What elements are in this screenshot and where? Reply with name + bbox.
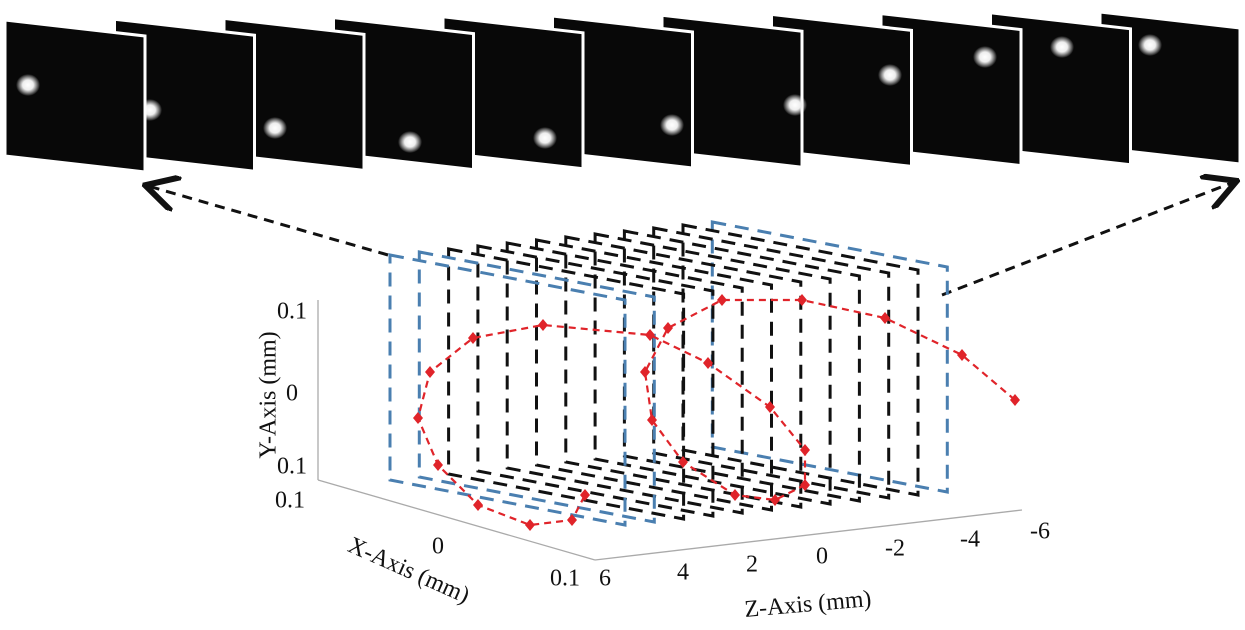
slice-frames: [388, 220, 949, 527]
trajectory-marker: [800, 479, 810, 491]
trajectory-marker: [730, 489, 740, 501]
trajectory: [413, 294, 1020, 531]
x-axis-label: X-Axis (mm): [344, 532, 473, 609]
z-tick-label: 0: [816, 544, 828, 570]
bright-spot: [263, 117, 287, 139]
trajectory-marker: [703, 357, 713, 369]
bright-spot: [398, 131, 422, 153]
z-tick-label: -6: [1030, 519, 1050, 545]
slice-frame: [593, 232, 832, 506]
trajectory-marker: [468, 332, 478, 344]
x-tick-label: 0: [432, 534, 444, 560]
slice-frame: [622, 229, 861, 503]
trajectory-marker: [525, 519, 535, 531]
trajectory-marker: [880, 312, 890, 324]
bright-spot: [973, 46, 997, 68]
bright-spot: [1050, 36, 1074, 58]
trajectory-marker: [765, 401, 775, 413]
x-tick-label: 0.1: [550, 566, 580, 592]
z-tick-label: 4: [677, 560, 689, 586]
slice-frame: [652, 226, 891, 500]
y-axis-label: Y-Axis (mm): [256, 331, 282, 458]
trajectory-marker: [800, 444, 810, 456]
arrow-left: [148, 186, 389, 257]
bright-spot: [1138, 34, 1162, 56]
trajectory-marker: [645, 329, 655, 341]
trajectory-marker: [413, 412, 423, 424]
trajectory-marker: [663, 322, 673, 334]
y-tick-label: 0: [286, 381, 298, 407]
trajectory-marker: [770, 494, 780, 506]
trajectory-marker: [473, 499, 483, 511]
slice-frame: [710, 220, 949, 494]
y-tick-label: 0.1: [277, 299, 307, 325]
bright-spot: [533, 127, 557, 149]
y-tick-label: 0.1: [277, 454, 307, 480]
bright-spot: [16, 74, 40, 96]
z-tick-label: -2: [885, 536, 905, 562]
trajectory-marker: [797, 294, 807, 306]
trajectory-marker: [567, 514, 577, 526]
slice-frame: [681, 223, 920, 497]
trajectory-marker: [1010, 394, 1020, 406]
arrow-right: [941, 182, 1234, 297]
z-tick-label: -4: [960, 527, 980, 553]
trajectory-marker: [433, 459, 443, 471]
z-tick-label: 6: [599, 566, 611, 592]
bright-spot: [783, 94, 807, 116]
tick-labels: 0.1 0 0.1 0.1 0 0.1 6 4 2 0 -2 -4 -6: [275, 299, 1050, 592]
image-slice: [3, 18, 147, 174]
x-tick-label: 0.1: [275, 488, 305, 514]
z-axis-label: Z-Axis (mm): [743, 586, 872, 623]
trajectory-marker: [538, 319, 548, 331]
trajectory-marker: [717, 294, 727, 306]
trajectory-marker: [647, 414, 657, 426]
trajectory-marker: [580, 489, 590, 501]
slice-frame: [476, 244, 715, 518]
trajectory-marker: [957, 349, 967, 361]
slice-frame: [447, 247, 686, 521]
slice-frame: [505, 241, 744, 515]
image-slices: [3, 10, 1242, 174]
trajectory-marker: [640, 366, 650, 378]
slice-frame: [388, 253, 627, 527]
trajectory-marker: [678, 456, 688, 468]
slice-frame: [417, 250, 656, 524]
bright-spot: [878, 64, 902, 86]
slice-frame: [535, 238, 773, 512]
axes-box: [317, 300, 1023, 561]
z-tick-label: 2: [746, 552, 758, 578]
slice-frame: [564, 235, 803, 509]
trajectory-marker: [425, 366, 435, 378]
bright-spot: [660, 114, 684, 136]
